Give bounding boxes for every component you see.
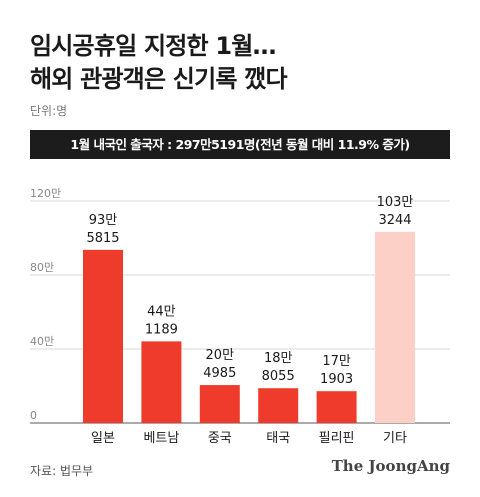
x-category-label: 베트남 <box>143 431 179 446</box>
bar-value-label: 3244 <box>378 213 411 228</box>
bar-value-label: 4985 <box>203 366 236 381</box>
bar-value-label: 1189 <box>145 322 178 337</box>
bar-value-label: 44만 <box>147 304 176 319</box>
bar-value-label: 5815 <box>86 231 119 246</box>
x-category-label: 필리핀 <box>319 431 355 446</box>
y-tick-label: 40만 <box>30 335 54 348</box>
bar-value-label: 93만 <box>89 213 118 228</box>
bar-value-label: 20만 <box>206 348 235 363</box>
bar-value-label: 17만 <box>322 354 351 369</box>
bar-value-label: 1903 <box>320 372 353 387</box>
x-category-label: 일본 <box>91 431 115 446</box>
publisher-logo: The JoongAng <box>331 457 450 475</box>
bar <box>375 231 415 423</box>
bar <box>258 388 299 423</box>
y-tick-label: 80만 <box>30 261 54 274</box>
bar <box>199 385 240 423</box>
x-category-label: 중국 <box>208 431 232 446</box>
bar-value-label: 18만 <box>264 351 293 366</box>
x-category-label: 기타 <box>383 431 407 446</box>
unit-label: 단위:명 <box>30 104 68 118</box>
x-category-label: 태국 <box>266 431 290 446</box>
bar <box>316 391 357 423</box>
y-tick-label: 0 <box>30 409 37 422</box>
y-tick-label: 120만 <box>30 187 61 200</box>
bar <box>83 249 123 423</box>
chart-title: 임시공휴일 지정한 1월… 해외 관광객은 신기록 깼다 <box>30 30 288 96</box>
bar <box>141 341 182 423</box>
bar-value-label: 103만 <box>377 195 414 210</box>
title-line-2: 해외 관광객은 신기록 깼다 <box>30 65 288 93</box>
title-line-1: 임시공휴일 지정한 1월… <box>30 32 277 60</box>
bar-value-label: 8055 <box>262 369 295 384</box>
summary-banner: 1월 내국인 출국자 : 297만5191명(전년 동월 대비 11.9% 증가… <box>30 130 450 159</box>
source-note: 자료: 법무부 <box>30 464 94 478</box>
